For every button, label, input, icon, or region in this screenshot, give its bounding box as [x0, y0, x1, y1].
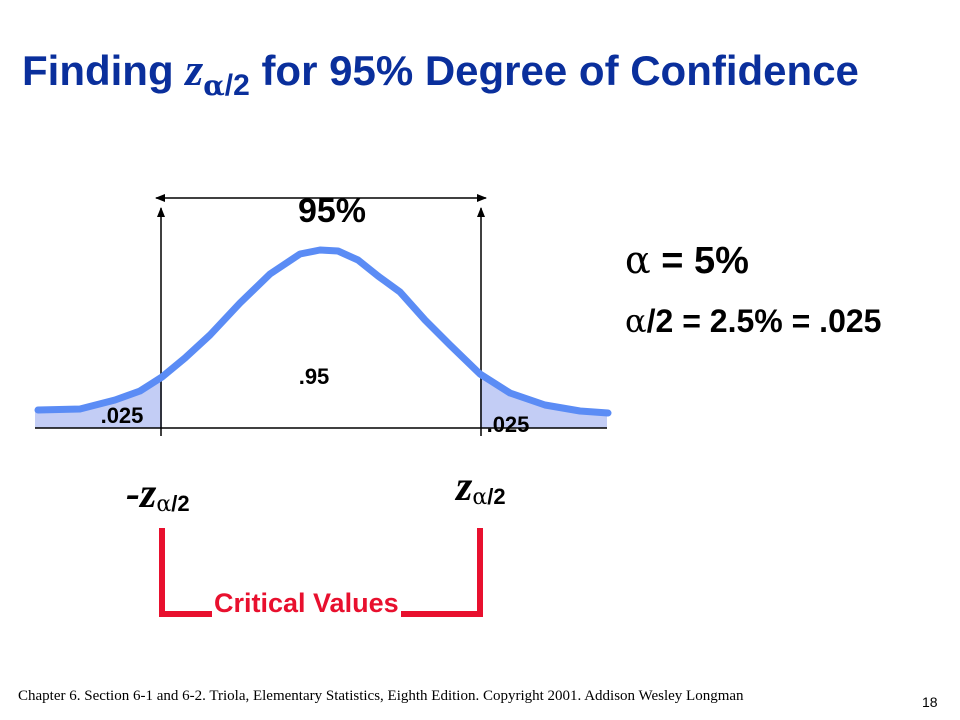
page-number: 18: [922, 694, 938, 710]
title-subscript-rest: /2: [224, 69, 250, 102]
center-area-label: .95: [299, 364, 330, 389]
left-critical-z: -z: [126, 471, 157, 517]
right-critical-sub-alpha: α: [472, 485, 487, 510]
title-subscript-alpha: α: [203, 69, 225, 102]
left-tail-area: [35, 376, 162, 428]
half-alpha-symbol: α: [625, 302, 647, 340]
left-tail-label: .025: [101, 403, 144, 428]
alpha-value: = 5%: [650, 240, 749, 282]
title-suffix: for 95% Degree of Confidence: [249, 47, 859, 94]
right-critical-sub-rest: /2: [487, 484, 505, 509]
right-tail-label: .025: [487, 412, 530, 437]
right-critical-value-label: zα/2: [454, 464, 506, 510]
normal-curve: [34, 246, 612, 417]
left-critical-sub-rest: /2: [171, 491, 189, 516]
alpha-symbol: α: [625, 238, 651, 282]
critical-values-label: Critical Values: [212, 588, 401, 619]
half-alpha-statement: α/2 = 2.5% = .025: [625, 302, 881, 340]
footer-citation: Chapter 6. Section 6-1 and 6-2. Triola, …: [18, 688, 744, 704]
right-tail-area: [480, 374, 607, 428]
half-alpha-value: /2 = 2.5% = .025: [646, 303, 882, 339]
left-critical-value-label: -zα/2: [126, 471, 190, 517]
title-z-symbol: z: [185, 44, 204, 95]
title-prefix: Finding: [22, 47, 186, 94]
left-critical-sub-alpha: α: [156, 492, 171, 517]
right-critical-z: z: [454, 464, 473, 510]
alpha-statement: α = 5%: [625, 238, 749, 283]
slide-title: Finding zα/2 for 95% Degree of Confidenc…: [22, 40, 952, 106]
confidence-label: 95%: [298, 192, 366, 230]
